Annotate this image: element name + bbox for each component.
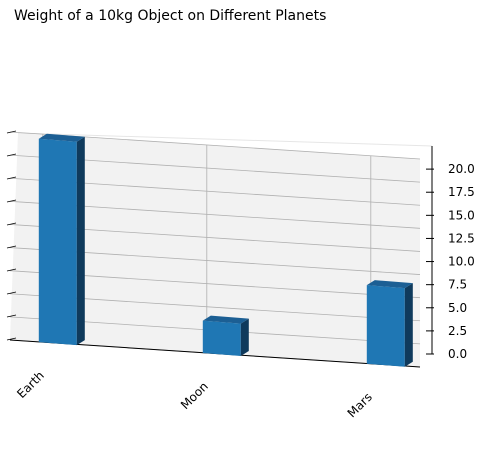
z-tick-label: 10.0 (448, 255, 475, 269)
bar-moon (202, 320, 241, 356)
z-tick-label: 20.0 (448, 162, 475, 176)
left-edge-tick (6, 176, 17, 180)
bar-top-moon (202, 315, 249, 324)
pane-top-edge (17, 132, 433, 147)
left-edge-tick (6, 199, 17, 203)
z-tick-label: 7.5 (448, 278, 467, 292)
bar-top-mars (366, 280, 413, 289)
back-pane (10, 133, 420, 367)
x-tick-label-earth: Earth (14, 368, 47, 401)
left-edge-tick (6, 268, 17, 272)
bar-side-moon (240, 318, 249, 356)
bar-side-earth (76, 136, 85, 346)
chart-title: Weight of a 10kg Object on Different Pla… (14, 8, 327, 24)
x-tick-label-moon: Moon (178, 379, 211, 412)
left-edge-tick (6, 337, 17, 341)
bar-side-mars (404, 283, 413, 367)
bar-mars (366, 285, 405, 367)
left-edge-tick (6, 245, 17, 249)
z-tick-label: 2.5 (448, 324, 467, 338)
left-edge-tick (6, 222, 17, 226)
z-tick-label: 15.0 (448, 208, 475, 222)
z-tick-label: 12.5 (448, 231, 475, 245)
z-tick-label: 17.5 (448, 185, 475, 199)
left-edge-tick (6, 153, 17, 157)
left-edge-tick (6, 314, 17, 318)
z-tick-label: 5.0 (448, 301, 467, 315)
bar-earth (38, 138, 77, 346)
left-edge-tick (6, 130, 17, 134)
bar-top-earth (38, 133, 85, 142)
left-edge-tick (6, 291, 17, 295)
z-tick-label: 0.0 (448, 347, 467, 361)
x-tick-label-mars: Mars (345, 390, 375, 420)
